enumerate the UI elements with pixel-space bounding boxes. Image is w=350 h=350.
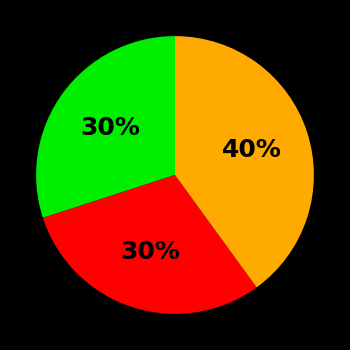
Wedge shape [43, 175, 257, 314]
Text: 40%: 40% [222, 138, 281, 162]
Wedge shape [36, 36, 175, 218]
Text: 30%: 30% [120, 240, 180, 264]
Text: 30%: 30% [80, 116, 140, 140]
Wedge shape [175, 36, 314, 287]
